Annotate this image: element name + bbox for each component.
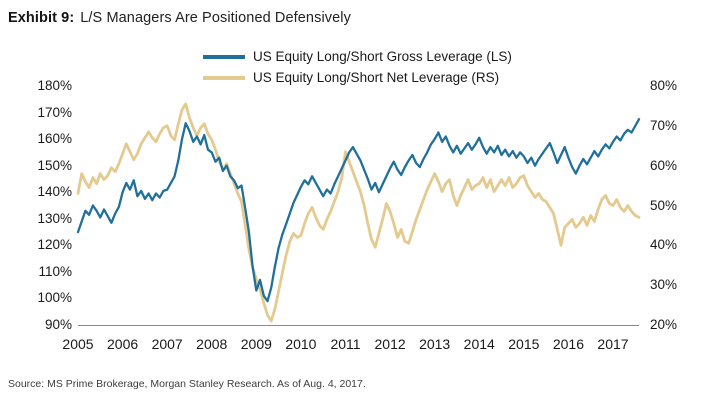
right-axis-tick: 60%	[650, 157, 678, 173]
x-axis-tick: 2008	[196, 336, 228, 352]
chart-legend: US Equity Long/Short Gross Leverage (LS)…	[203, 47, 512, 87]
x-axis-tick: 2005	[62, 336, 94, 352]
x-axis-tick: 2006	[107, 336, 139, 352]
legend-item-net: US Equity Long/Short Net Leverage (RS)	[203, 68, 512, 87]
left-axis-tick: 130%	[37, 210, 72, 226]
right-axis-tick: 30%	[650, 277, 678, 293]
exhibit-label: Exhibit 9:	[8, 10, 75, 26]
right-axis-tick: 80%	[650, 78, 678, 93]
left-axis-tick: 180%	[37, 78, 72, 93]
left-axis-tick: 120%	[37, 237, 72, 253]
gross-leverage-line	[76, 118, 641, 303]
net-leverage-line	[76, 102, 641, 323]
right-axis-tick: 50%	[650, 197, 678, 213]
exhibit-title: Exhibit 9: L/S Managers Are Positioned De…	[8, 10, 351, 26]
right-axis-tick: 40%	[650, 237, 678, 253]
left-axis-tick: 140%	[37, 184, 72, 200]
x-axis-tick: 2009	[240, 336, 272, 352]
exhibit-title-text: L/S Managers Are Positioned Defensively	[80, 10, 351, 26]
x-axis-tick: 2011	[330, 336, 361, 352]
x-axis-tick: 2007	[151, 336, 183, 352]
x-axis-tick: 2013	[419, 336, 451, 352]
right-axis-tick: 70%	[650, 117, 678, 133]
left-axis-tick: 100%	[37, 290, 72, 306]
left-axis-tick: 170%	[37, 104, 72, 120]
source-note: Source: MS Prime Brokerage, Morgan Stanl…	[8, 378, 366, 390]
x-axis-tick: 2017	[597, 336, 629, 352]
legend-label-net: US Equity Long/Short Net Leverage (RS)	[253, 70, 500, 85]
left-axis-tick: 110%	[38, 263, 72, 279]
legend-line-net-swatch	[203, 75, 245, 80]
legend-item-gross: US Equity Long/Short Gross Leverage (LS)	[203, 47, 512, 66]
legend-line-gross-swatch	[203, 54, 245, 59]
legend-label-gross: US Equity Long/Short Gross Leverage (LS)	[253, 49, 512, 64]
left-axis-tick: 150%	[37, 157, 72, 173]
left-axis-tick: 160%	[37, 131, 72, 147]
x-axis-tick: 2014	[463, 336, 495, 352]
left-axis-tick: 90%	[44, 317, 72, 332]
x-axis-tick: 2015	[508, 336, 540, 352]
x-axis-tick: 2010	[285, 336, 317, 352]
x-axis-tick: 2012	[374, 336, 406, 352]
x-axis-tick: 2016	[552, 336, 584, 352]
right-axis-tick: 20%	[650, 317, 678, 332]
